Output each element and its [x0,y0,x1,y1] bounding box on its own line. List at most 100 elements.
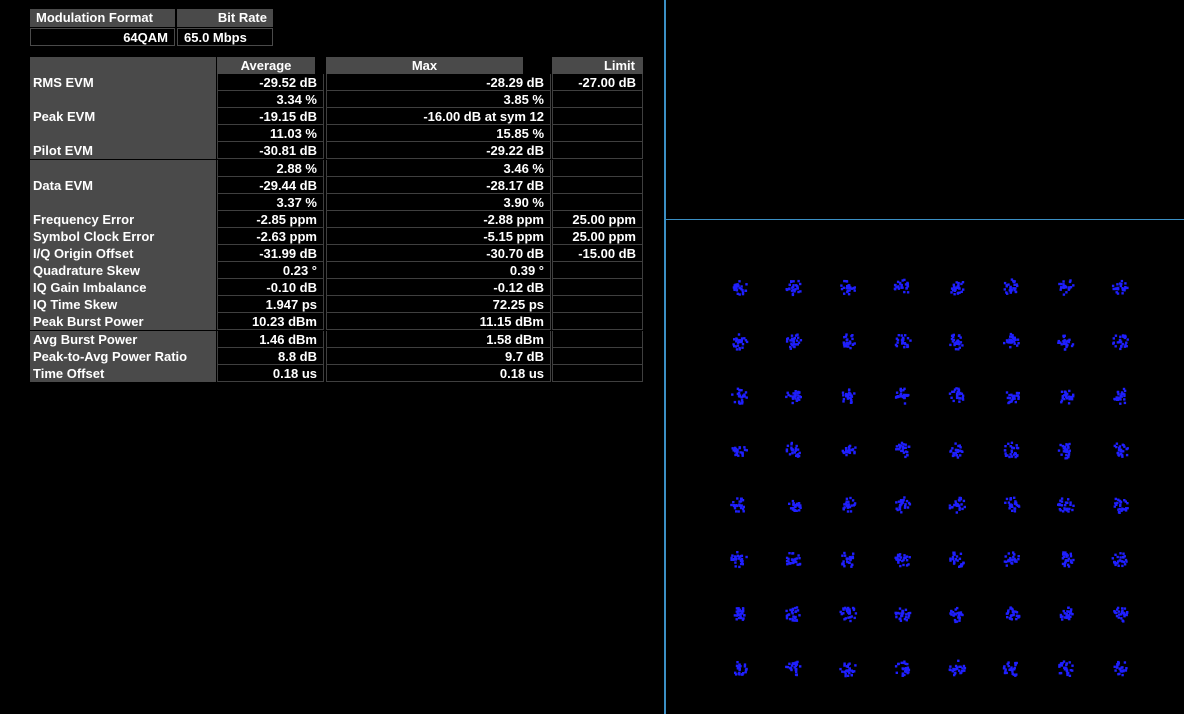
row-label: Peak-to-Avg Power Ratio [30,347,216,365]
constellation-point [1065,616,1068,619]
constellation-point [798,451,801,455]
constellation-point [849,401,853,404]
constellation-point [961,397,964,400]
constellation-point [1018,615,1021,618]
constellation-point [962,561,965,564]
constellation-point [1063,445,1067,448]
constellation-point [1123,345,1127,348]
constellation-point [904,450,908,453]
constellation-cluster [1058,660,1074,677]
constellation-point [799,395,802,399]
constellation-point [737,333,741,336]
constellation-point [899,556,903,559]
constellation-point [1061,395,1064,398]
constellation-point [1124,282,1127,285]
constellation-point [958,496,961,500]
constellation-point [1057,341,1060,344]
constellation-point [790,664,794,667]
constellation-point [952,551,955,554]
constellation-point [901,667,904,670]
constellation-point [737,613,741,617]
constellation-point [1072,395,1075,398]
constellation-point [1009,668,1013,672]
pane-divider-vertical[interactable] [664,0,666,714]
constellation-point [897,287,901,290]
constellation-point [1011,398,1015,401]
constellation-point [1118,613,1121,616]
constellation-point [1114,345,1117,348]
constellation-point [1066,673,1069,677]
constellation-point [903,342,906,345]
constellation-point [839,610,842,614]
constellation-point [901,340,904,343]
constellation-point [896,557,899,561]
constellation-point [951,340,955,343]
constellation-point [898,555,901,558]
constellation-point [898,446,902,449]
constellation-point [796,563,799,566]
constellation-point [1065,342,1068,345]
constellation-cluster [785,606,801,622]
constellation-point [957,388,961,392]
constellation-point [1123,555,1126,558]
constellation-point [906,345,909,349]
constellation-point [898,558,902,562]
constellation-point [799,339,803,342]
constellation-point [854,664,857,667]
constellation-point [1008,289,1011,292]
constellation-point [1118,508,1121,511]
constellation-point [851,499,855,502]
constellation-point [1007,501,1011,504]
constellation-cluster [785,279,802,297]
constellation-point [905,499,909,503]
constellation-point [1062,609,1065,613]
constellation-point [1114,562,1118,565]
row-label: IQ Gain Imbalance [30,279,216,297]
constellation-point [1007,341,1010,344]
constellation-point [1011,608,1014,611]
constellation-point [1016,344,1019,347]
constellation-point [952,335,955,338]
pane-divider-horizontal[interactable] [666,219,1184,220]
constellation-point [894,665,898,668]
constellation-point [898,607,902,610]
constellation-point [954,502,958,505]
constellation-point [1061,557,1065,560]
constellation-point [791,617,794,621]
constellation-point [898,612,901,615]
constellation-point [954,442,957,445]
constellation-point [736,661,739,664]
constellation-point [1009,291,1012,294]
constellation-point [1063,553,1067,556]
constellation-point [735,614,739,617]
constellation-diagram [730,278,1129,678]
constellation-point [1013,283,1016,286]
constellation-point [951,556,955,559]
constellation-point [739,451,742,454]
constellation-point [1069,555,1073,558]
limit-value [552,193,643,211]
constellation-point [1121,564,1124,568]
average-value: -2.63 ppm [217,227,324,245]
constellation-point [1061,618,1064,621]
constellation-point [895,671,898,674]
limit-value [552,262,643,280]
constellation-point [848,662,851,665]
constellation-point [1068,389,1071,393]
constellation-point [849,619,852,623]
constellation-point [794,503,798,507]
constellation-point [1064,390,1067,393]
constellation-point [1065,456,1069,460]
constellation-point [788,283,791,286]
constellation-point [745,283,748,286]
constellation-point [1125,507,1128,510]
constellation-cluster [948,659,967,677]
average-value: -2.85 ppm [217,210,324,228]
constellation-point [1121,455,1124,458]
constellation-cluster [839,606,858,623]
constellation-point [1067,455,1070,458]
constellation-point [732,449,735,452]
constellation-point [959,454,962,457]
constellation-cluster [949,551,965,568]
constellation-point [789,667,793,670]
